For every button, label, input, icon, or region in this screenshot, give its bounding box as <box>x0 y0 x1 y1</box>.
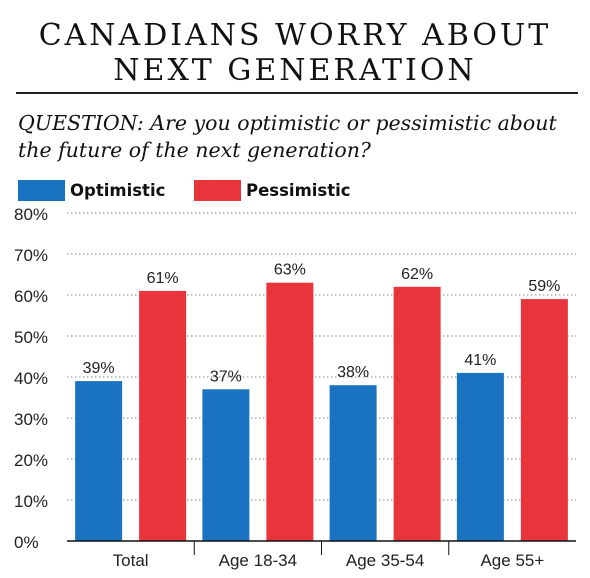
bar-pessimistic <box>139 290 187 541</box>
y-tick-label: 40% <box>14 369 48 388</box>
bar-pessimistic <box>520 299 568 541</box>
bar-pessimistic <box>266 282 314 541</box>
y-tick-label: 0% <box>14 533 39 552</box>
data-label: 38% <box>337 364 369 381</box>
legend-label-optimistic: Optimistic <box>70 181 166 200</box>
y-tick-label: 70% <box>14 246 48 265</box>
y-tick-label: 60% <box>14 287 48 306</box>
title-divider <box>16 92 578 94</box>
bar-chart: 0% 10% 20% 30% 40% 50% 60% 70% 80% 39% 61% 37% 63% 38… <box>14 205 576 570</box>
data-label: 41% <box>464 352 496 369</box>
legend-swatch-pessimistic <box>194 180 241 201</box>
title-line-1: CANADIANS WORRY ABOUT <box>38 18 552 53</box>
data-label: 39% <box>83 360 115 377</box>
x-category-label: Age 18-34 <box>219 551 297 570</box>
bar-optimistic <box>329 385 377 541</box>
data-label: 61% <box>147 270 179 287</box>
bar-pessimistic <box>393 286 441 541</box>
bar-optimistic <box>456 372 504 541</box>
data-label: 59% <box>528 278 560 295</box>
y-tick-label: 20% <box>14 451 48 470</box>
bar-optimistic <box>75 381 123 541</box>
x-category-label: Age 55+ <box>480 551 544 570</box>
x-category-label: Total <box>113 551 149 570</box>
data-label: 63% <box>274 262 306 279</box>
y-tick-label: 10% <box>14 492 48 511</box>
legend-swatch-optimistic <box>18 180 65 201</box>
chart-title: CANADIANS WORRY ABOUT NEXT GENERATION <box>0 18 590 88</box>
y-tick-label: 80% <box>14 205 48 224</box>
x-category-label: Age 35-54 <box>346 551 424 570</box>
y-tick-label: 50% <box>14 328 48 347</box>
title-line-2: NEXT GENERATION <box>113 53 477 88</box>
question-text: QUESTION: Are you optimistic or pessimis… <box>18 111 557 162</box>
data-label: 37% <box>210 368 242 385</box>
data-label: 62% <box>401 266 433 283</box>
legend-label-pessimistic: Pessimistic <box>246 181 351 200</box>
bar-optimistic <box>202 389 250 541</box>
y-tick-label: 30% <box>14 410 48 429</box>
